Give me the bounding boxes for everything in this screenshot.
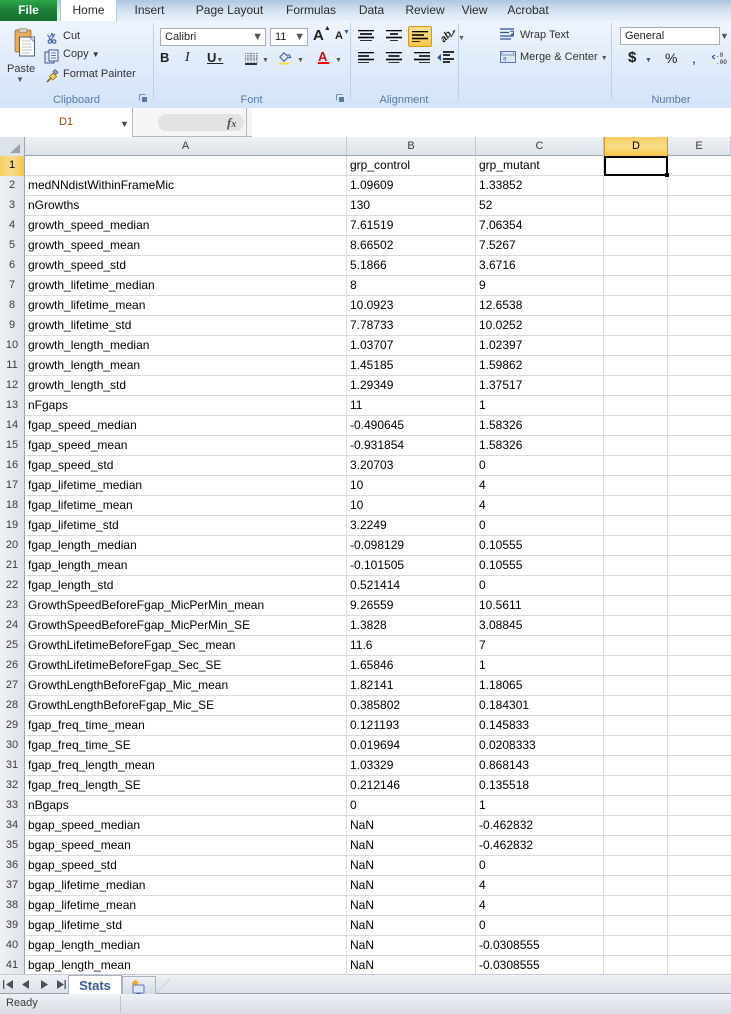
svg-text:.0: .0 [716,52,724,59]
svg-text:A: A [318,50,328,64]
svg-text:.00: .00 [716,59,727,65]
